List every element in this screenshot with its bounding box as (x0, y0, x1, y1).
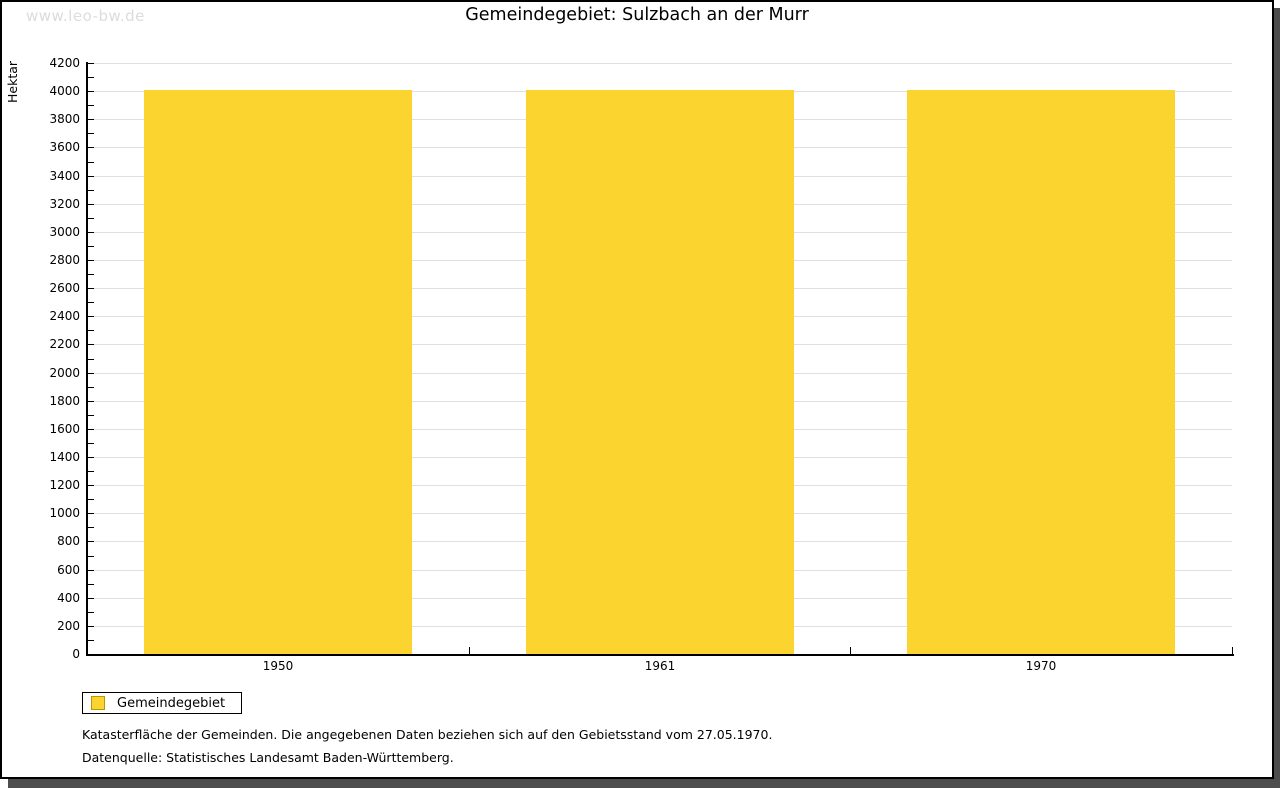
y-axis-tick (88, 302, 94, 303)
y-axis-tick (88, 344, 94, 345)
x-tick-label: 1961 (644, 659, 676, 673)
y-axis-tick (88, 584, 94, 585)
y-axis-tick (88, 640, 94, 641)
y-axis-tick (88, 105, 94, 106)
y-axis-tick (88, 232, 94, 233)
watermark-text: www.leo-bw.de (26, 7, 145, 25)
y-tick-label: 2800 (49, 253, 80, 267)
y-axis-line (86, 62, 88, 656)
bar-1961 (526, 90, 794, 654)
y-axis-tick (88, 133, 94, 134)
y-axis-tick (88, 626, 94, 627)
bar-1970 (907, 90, 1175, 654)
y-axis-tick (88, 471, 94, 472)
y-tick-label: 3200 (49, 197, 80, 211)
y-axis-tick (88, 204, 94, 205)
y-axis-tick (88, 63, 94, 64)
y-axis-tick (88, 598, 94, 599)
y-axis-tick (88, 190, 94, 191)
y-tick-label: 400 (57, 591, 80, 605)
y-tick-label: 4000 (49, 84, 80, 98)
y-tick-label: 600 (57, 563, 80, 577)
y-axis-label: Hektar (5, 60, 20, 104)
legend-label: Gemeindegebiet (117, 695, 226, 711)
y-tick-label: 0 (72, 647, 80, 661)
y-tick-label: 1800 (49, 394, 80, 408)
y-tick-label: 3000 (49, 225, 80, 239)
y-tick-label: 1200 (49, 478, 80, 492)
footnote-data-source: Datenquelle: Statistisches Landesamt Bad… (82, 750, 454, 765)
y-axis-tick (88, 316, 94, 317)
y-axis-tick (88, 274, 94, 275)
x-axis-tick (469, 647, 470, 654)
y-tick-label: 200 (57, 619, 80, 633)
bar-1950 (144, 90, 412, 654)
footnote-source-note: Katasterfläche der Gemeinden. Die angege… (82, 727, 773, 742)
chart-title: Gemeindegebiet: Sulzbach an der Murr (465, 5, 809, 25)
x-tick-label: 1970 (1025, 659, 1057, 673)
y-axis-tick (88, 499, 94, 500)
y-tick-label: 1400 (49, 450, 80, 464)
y-tick-label: 2200 (49, 337, 80, 351)
y-tick-label: 2000 (49, 366, 80, 380)
y-axis-tick (88, 415, 94, 416)
x-tick-label: 1950 (262, 659, 294, 673)
x-axis-tick (850, 647, 851, 654)
y-tick-label: 3600 (49, 140, 80, 154)
y-tick-label: 2600 (49, 281, 80, 295)
y-axis-tick (88, 612, 94, 613)
y-axis-tick (88, 330, 94, 331)
y-axis-tick (88, 359, 94, 360)
window-shadow-bottom (8, 779, 1280, 788)
y-tick-label: 1600 (49, 422, 80, 436)
y-axis-tick (88, 218, 94, 219)
y-tick-label: 4200 (49, 56, 80, 70)
y-axis-tick (88, 457, 94, 458)
x-axis-tick (1232, 647, 1233, 654)
y-axis-tick (88, 387, 94, 388)
y-tick-label: 1000 (49, 506, 80, 520)
x-axis-line (86, 654, 1234, 656)
y-axis-tick (88, 429, 94, 430)
y-axis-tick (88, 401, 94, 402)
legend-box: Gemeindegebiet (82, 692, 243, 714)
y-axis-tick (88, 556, 94, 557)
y-axis-tick (88, 260, 94, 261)
y-axis-tick (88, 288, 94, 289)
y-tick-label: 3400 (49, 169, 80, 183)
y-tick-label: 3800 (49, 112, 80, 126)
y-axis-tick (88, 119, 94, 120)
window-shadow-right (1274, 8, 1280, 785)
y-axis-tick (88, 77, 94, 78)
gridline (88, 63, 1232, 64)
y-axis-tick (88, 443, 94, 444)
y-tick-label: 800 (57, 534, 80, 548)
y-axis-tick (88, 541, 94, 542)
y-axis-tick (88, 485, 94, 486)
y-axis-tick (88, 513, 94, 514)
y-axis-tick (88, 570, 94, 571)
y-axis-tick (88, 147, 94, 148)
y-axis-tick (88, 527, 94, 528)
y-axis-tick (88, 162, 94, 163)
y-axis-tick (88, 246, 94, 247)
y-axis-tick (88, 91, 94, 92)
legend-swatch (91, 696, 105, 710)
y-axis-tick (88, 373, 94, 374)
y-tick-label: 2400 (49, 309, 80, 323)
y-axis-tick (88, 176, 94, 177)
